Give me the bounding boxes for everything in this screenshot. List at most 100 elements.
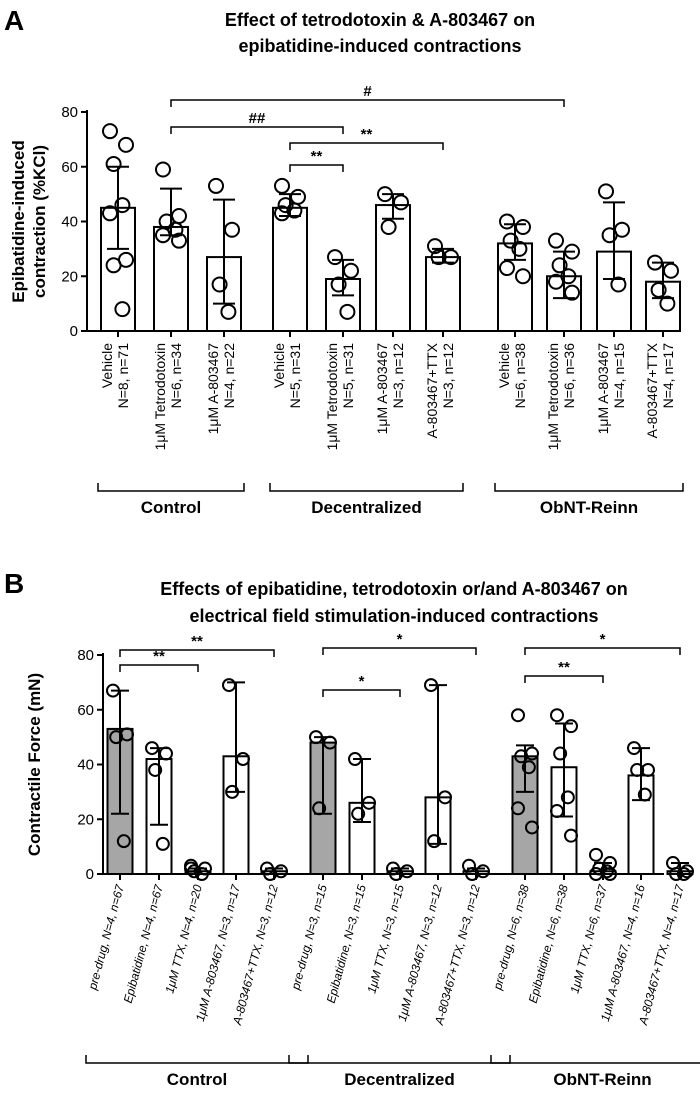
data-point [155,836,170,851]
data-point [550,708,564,723]
y-tick-label: 40 [61,214,78,231]
significance-label: ** [153,648,165,665]
category-label: Vehicle [99,343,115,388]
data-point [462,858,476,873]
data-point [236,752,250,767]
data-point [263,867,278,881]
category-label: 1μM TTX, N=6, n=37 [567,882,610,995]
category-label: Epibatidine, N=6, n=38 [526,883,571,1005]
bar [550,766,578,875]
significance-bracket [170,126,344,134]
chart-a: 0 20 40 60 80 Epibatidine-induced contraction … [9,83,684,517]
significance-label: ** [361,126,373,143]
y-tick-label: 60 [77,702,94,719]
category-label: N=5, n=31 [287,343,303,409]
significance-label: * [397,631,403,648]
group-bracket [490,1055,700,1064]
category-label: N=3, n=12 [440,343,456,409]
data-point [511,708,525,723]
bar [309,741,337,875]
panel-a-letter: A [4,5,24,36]
data-point [659,295,676,312]
significance-bracket [119,664,199,672]
data-point [550,804,564,819]
group-bracket [85,1055,309,1064]
data-point [377,186,393,203]
data-point [159,746,173,761]
data-point [603,856,617,871]
significance-bracket [322,689,401,697]
data-point [647,254,663,271]
data-point [515,268,531,285]
data-point [148,762,163,777]
data-point [430,249,447,266]
data-point [339,303,356,320]
data-point [669,867,684,881]
data-point [564,828,578,843]
panel-b-letter: B [4,568,24,599]
data-point [274,205,290,222]
data-point [637,787,652,802]
category-label: N=3, n=12 [390,343,406,409]
significance-bracket [524,675,604,683]
data-point [427,238,443,255]
data-point [184,861,198,876]
category-label: N=4, n=22 [221,343,237,409]
significance-bracket [119,649,275,657]
data-point [109,730,124,745]
bar [425,256,461,332]
data-point [511,801,525,816]
significance-bracket [322,647,477,655]
category-label: N=6, n=38 [512,343,528,409]
data-point [351,806,366,821]
data-point [663,262,679,279]
significance-label: ** [191,633,203,650]
group-bracket [269,483,464,492]
data-point [499,260,515,277]
data-point [102,205,118,222]
data-point [427,834,442,849]
data-point [560,790,575,805]
group-bracket [97,483,245,492]
y-tick-label: 20 [77,811,94,828]
data-point [525,820,539,835]
category-label: Vehicle [271,343,287,388]
y-axis-label: Epibatidine-induced [9,140,28,302]
data-point [118,136,134,153]
data-point [380,218,397,235]
data-point [627,741,641,756]
group-bracket [288,1055,511,1064]
data-point [194,867,209,881]
significance-label: ** [558,659,570,676]
group-label: Decentralized [311,498,422,517]
data-point [274,177,290,194]
data-point [224,221,240,238]
data-point [106,683,120,698]
data-point [443,249,459,266]
y-tick-label: 40 [77,757,94,774]
data-point [598,183,614,200]
data-point [225,784,240,799]
data-point [116,834,131,849]
data-point [424,678,438,693]
data-point [222,678,236,693]
significance-label: ## [249,110,266,127]
significance-label: * [359,673,365,690]
category-label: 1μM A-803467, N=4, n=16 [598,883,648,1023]
y-axis-label: contraction (%KCl) [30,145,49,298]
data-point [515,218,531,235]
category-label: 1μM Tetrodotoxin [324,343,340,450]
chart-b: 0 20 40 60 80 Contractile Force (mN) pre-drug,… [25,631,700,1089]
group-label: Decentralized [344,1070,455,1089]
data-point [155,161,171,178]
data-point [208,177,224,194]
data-point [102,123,118,140]
y-tick-label: 60 [61,159,78,176]
data-point [514,749,529,764]
data-point [348,752,362,767]
data-point [145,741,159,756]
category-label: N=4, n=15 [611,343,627,409]
significance-bracket [289,142,444,150]
category-label: N=6, n=34 [168,343,184,409]
data-point [502,232,519,249]
